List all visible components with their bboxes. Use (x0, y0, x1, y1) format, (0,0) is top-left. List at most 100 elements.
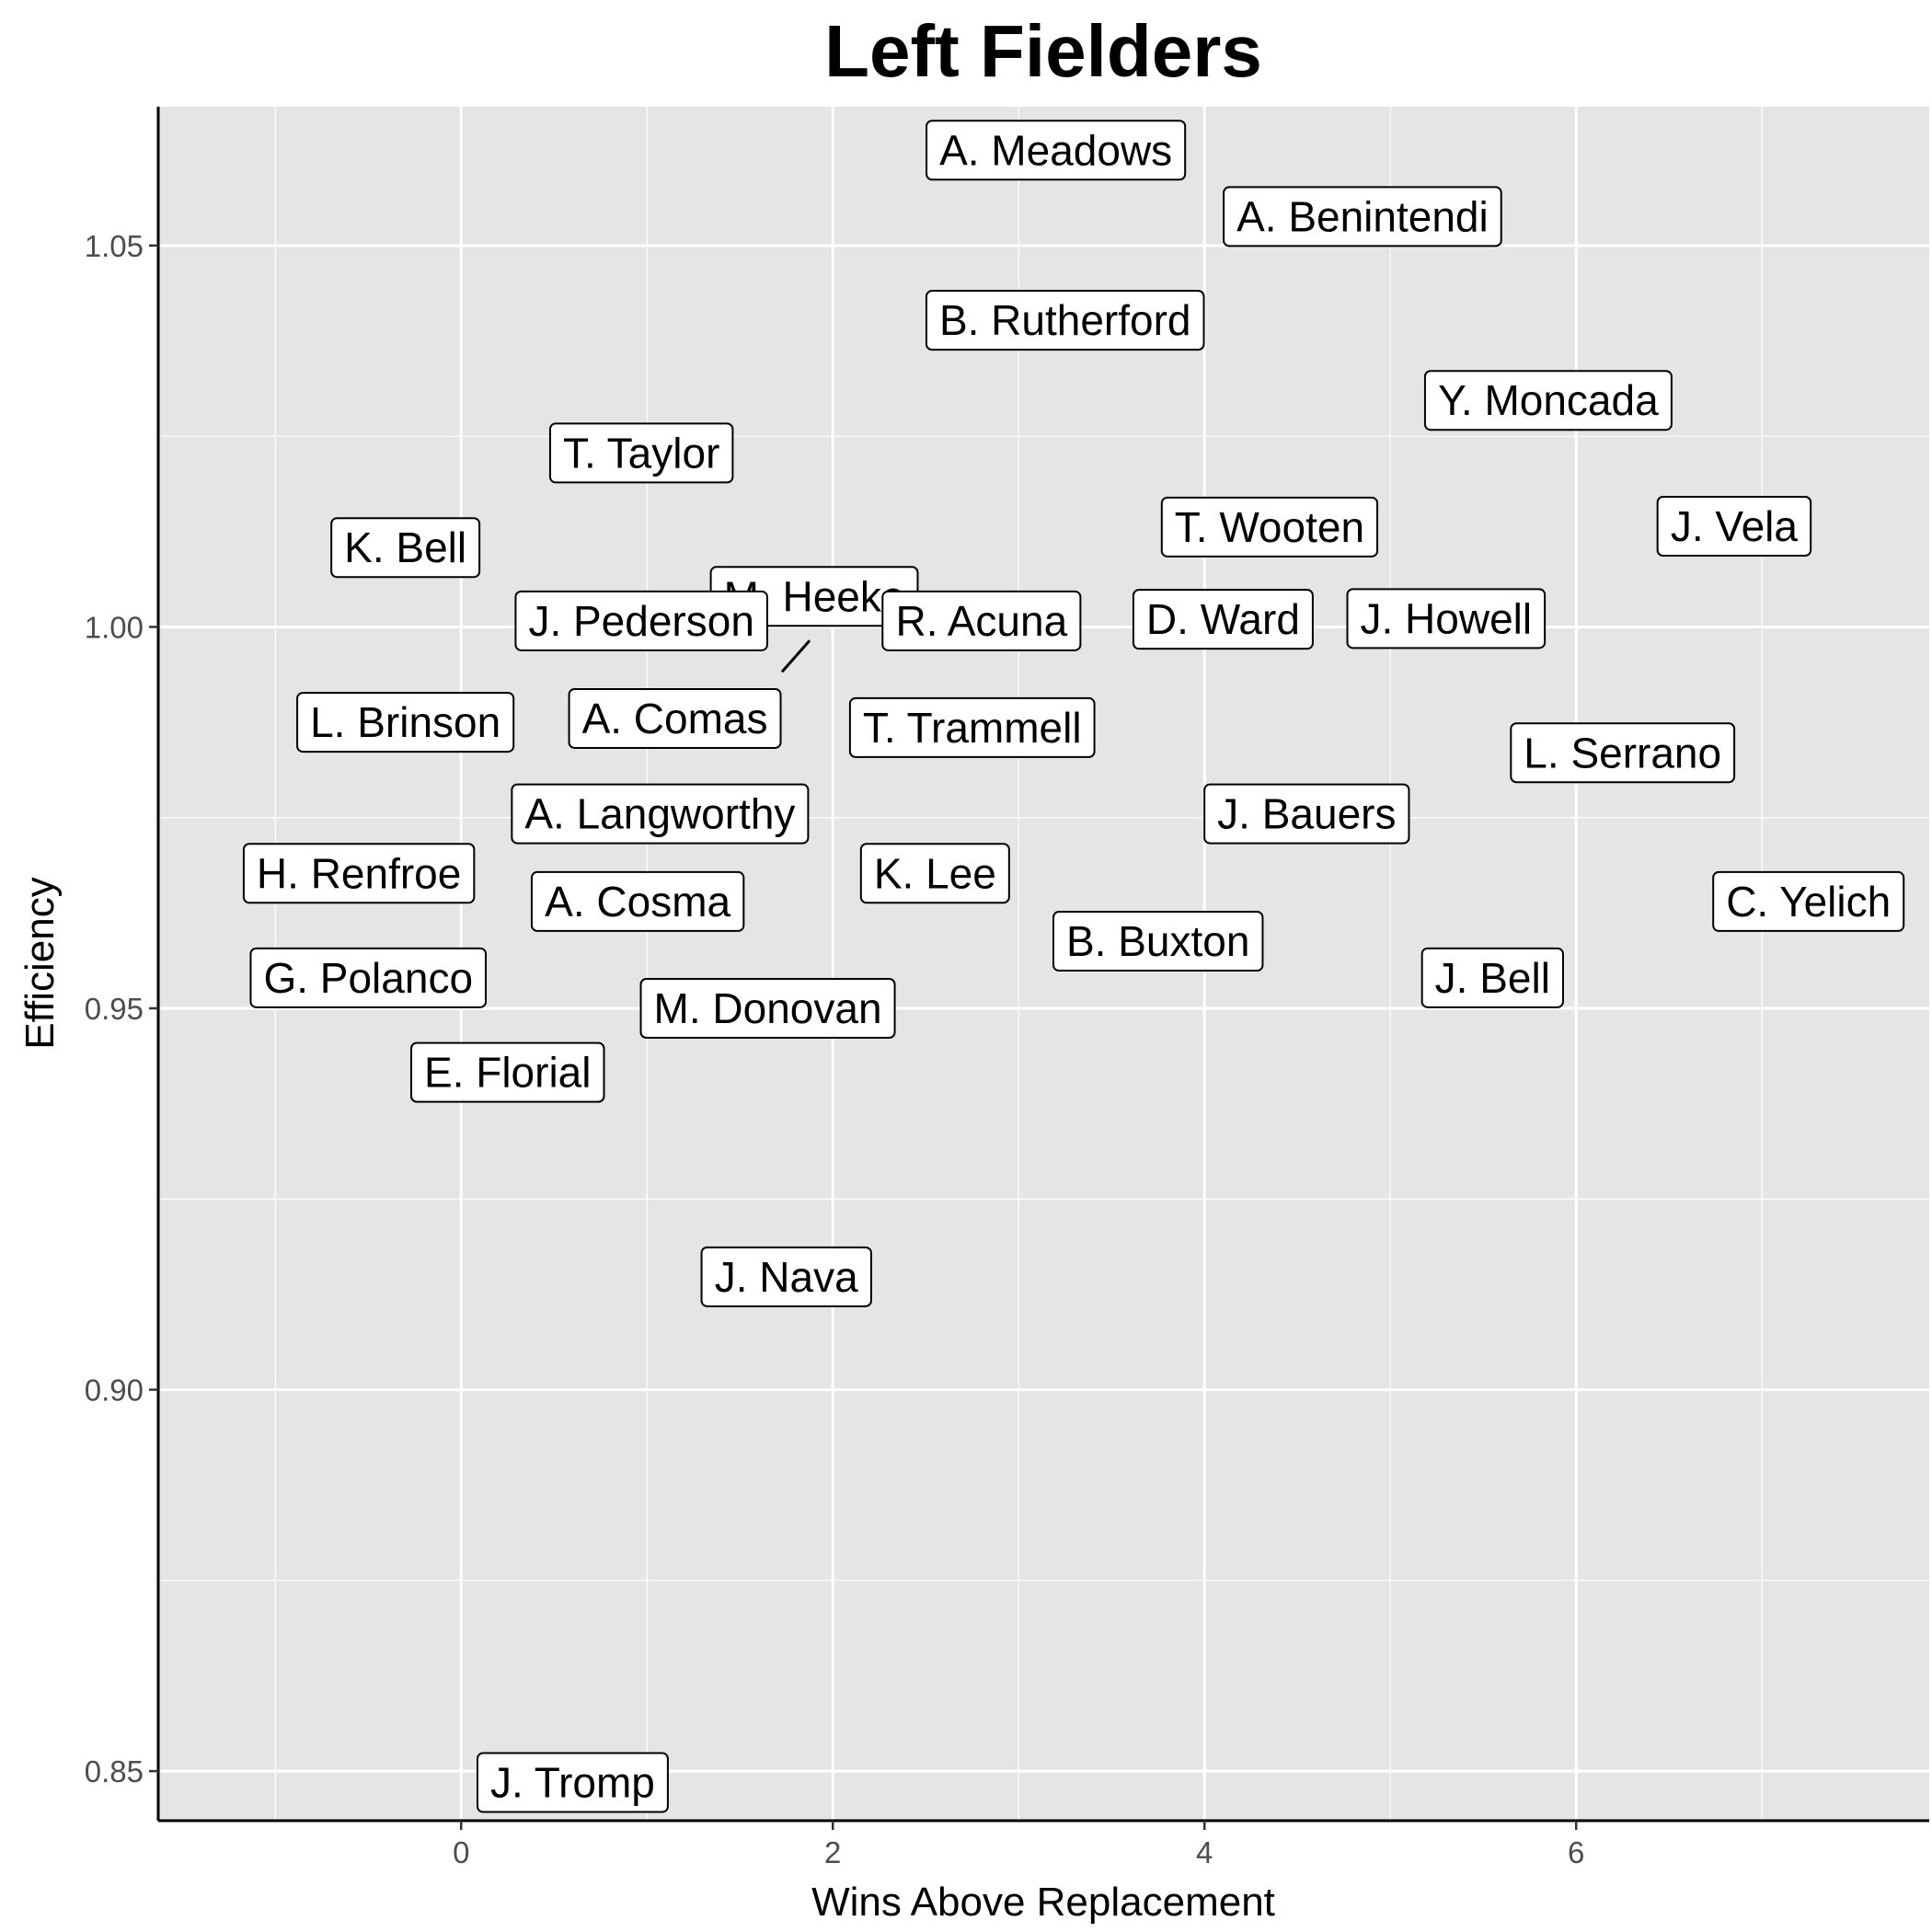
x-tick-label: 4 (1196, 1835, 1213, 1869)
point-label: K. Lee (859, 843, 1010, 904)
point-label: A. Langworthy (511, 783, 810, 845)
point-label-text: L. Brinson (310, 698, 500, 746)
point-label: A. Cosma (530, 870, 745, 932)
point-label-box (476, 1752, 669, 1813)
point-label-box (249, 947, 488, 1008)
point-label: M. Donovan (639, 978, 896, 1040)
point-label-text: C. Yelich (1726, 878, 1891, 926)
point-label-text: G. Polanco (263, 954, 473, 1002)
y-tick-label: 1.00 (85, 610, 144, 644)
point-label-text: A. Cosma (545, 878, 730, 926)
point-label-text: J. Pederson (528, 597, 753, 645)
point-label-text: J. Bauers (1217, 790, 1396, 838)
x-tick-label: 6 (1568, 1835, 1584, 1869)
point-label-text: A. Comas (582, 695, 768, 742)
point-label-box (848, 696, 1096, 758)
point-label-box (1423, 370, 1673, 431)
point-label-text: J. Howell (1361, 594, 1533, 642)
point-label-text: E. Florial (424, 1049, 591, 1097)
point-label-text: L. Serrano (1524, 729, 1721, 776)
point-label-box (1420, 947, 1564, 1008)
point-label-box (296, 692, 515, 753)
point-label: B. Buxton (1052, 911, 1264, 972)
point-label-box (1346, 588, 1547, 650)
point-label-text: A. Langworthy (524, 790, 795, 838)
y-tick-label: 1.05 (85, 229, 144, 263)
point-label: T. Wooten (1160, 496, 1379, 558)
point-label-box (514, 590, 768, 651)
x-tick-label: 0 (453, 1835, 469, 1869)
point-label-box (1510, 722, 1736, 784)
point-label: L. Serrano (1510, 722, 1736, 784)
point-label-box (410, 1041, 605, 1103)
point-label-text: B. Buxton (1066, 917, 1249, 965)
axes (156, 107, 1929, 1823)
point-label: G. Polanco (249, 947, 488, 1008)
y-tick-label: 0.90 (85, 1374, 144, 1408)
point-label: K. Bell (330, 517, 481, 579)
point-label: J. Tromp (476, 1752, 669, 1813)
point-label-box (881, 590, 1082, 651)
point-label-text: R. Acuna (895, 597, 1067, 645)
point-label-text: B. Rutherford (939, 296, 1191, 344)
point-label-box (568, 687, 782, 749)
label-leader-line (780, 639, 811, 673)
y-tick-label: 0.85 (85, 1754, 144, 1788)
point-label-box (1223, 186, 1502, 247)
x-axis-title: Wins Above Replacement (811, 1880, 1275, 1925)
point-label-box (1656, 496, 1812, 558)
point-label-box (1160, 496, 1379, 558)
point-label: C. Yelich (1712, 870, 1905, 932)
point-label: E. Florial (410, 1041, 605, 1103)
axis-ticks: 0 2 4 6 0.85 0.90 0.95 1.00 1.05 (85, 229, 1585, 1869)
point-label: R. Acuna (881, 590, 1082, 651)
point-label: J. Vela (1656, 496, 1812, 558)
point-label-text: H. Renfroe (257, 849, 461, 897)
point-label-box (1132, 589, 1314, 650)
chart-title: Left Fielders (824, 10, 1262, 92)
point-label-text: T. Wooten (1175, 503, 1364, 551)
point-label-text: J. Vela (1671, 502, 1799, 550)
point-label-box (926, 120, 1187, 181)
point-label-box (330, 517, 481, 579)
point-label: A. Benintendi (1223, 186, 1502, 247)
point-label-text: J. Bell (1435, 954, 1550, 1002)
point-label: A. Meadows (926, 120, 1187, 181)
point-label-box (548, 422, 734, 484)
point-label-box (639, 978, 896, 1040)
point-label: D. Ward (1132, 589, 1314, 650)
point-label: J. Bauers (1203, 783, 1410, 845)
point-label-box (242, 843, 476, 904)
point-label: B. Rutherford (925, 290, 1205, 351)
point-label-box (925, 290, 1205, 351)
point-label: T. Trammell (848, 696, 1096, 758)
point-label: L. Brinson (296, 692, 515, 753)
point-label-box (530, 870, 745, 932)
point-labels: A. Meadows A. Benintendi B. Rutherford Y. M… (242, 120, 1905, 1813)
point-label: Y. Moncada (1423, 370, 1673, 431)
point-label-text: T. Taylor (563, 429, 719, 477)
point-label-text: K. Bell (344, 523, 466, 571)
point-label: J. Nava (700, 1246, 872, 1307)
point-label-box (1203, 783, 1410, 845)
point-label-box (1052, 911, 1264, 972)
point-label-box (511, 783, 810, 845)
x-tick-label: 2 (824, 1835, 841, 1869)
point-label: H. Renfroe (242, 843, 476, 904)
point-label-box (859, 843, 1010, 904)
point-label: T. Taylor (548, 422, 734, 484)
point-label-text: K. Lee (874, 849, 996, 897)
point-label-text: Y. Moncada (1438, 376, 1659, 424)
point-label-text: M. Donovan (654, 984, 882, 1032)
point-label-text: J. Nava (715, 1253, 858, 1301)
y-tick-label: 0.95 (85, 992, 144, 1026)
point-label-text: A. Meadows (939, 126, 1172, 174)
point-label-text: J. Tromp (490, 1759, 655, 1807)
point-label: J. Pederson (514, 590, 768, 651)
y-axis-title: Efficiency (17, 877, 63, 1050)
point-label-text: D. Ward (1146, 595, 1300, 643)
point-label: J. Howell (1346, 588, 1547, 650)
point-label-box (1712, 870, 1905, 932)
point-label-text: A. Benintendi (1236, 192, 1489, 240)
